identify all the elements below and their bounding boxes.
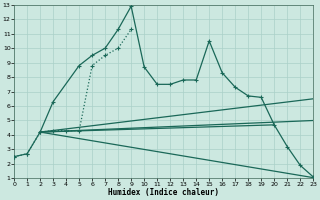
X-axis label: Humidex (Indice chaleur): Humidex (Indice chaleur) (108, 188, 219, 197)
